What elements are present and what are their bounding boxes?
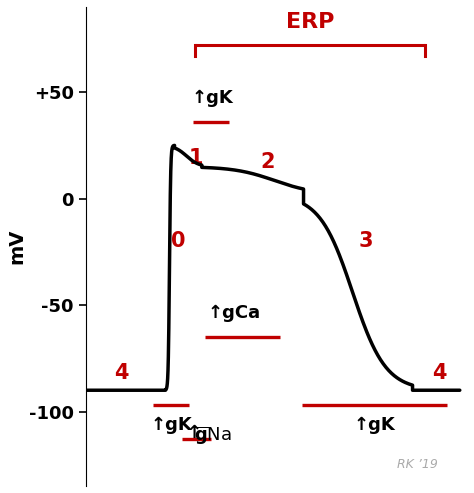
Text: 2: 2 bbox=[260, 152, 274, 173]
Text: 0: 0 bbox=[171, 231, 185, 251]
Text: ↑: ↑ bbox=[187, 424, 201, 442]
Text: RK ’19: RK ’19 bbox=[397, 458, 438, 471]
Text: ↑gK: ↑gK bbox=[192, 89, 234, 107]
Text: 4: 4 bbox=[115, 363, 129, 383]
Text: ↑gK: ↑gK bbox=[354, 416, 395, 434]
Text: ↑gK: ↑gK bbox=[150, 416, 192, 434]
Text: ↑gCa: ↑gCa bbox=[207, 304, 260, 322]
Text: 4: 4 bbox=[433, 363, 447, 383]
Text: $\mathbf{\overline{g}}$Na: $\mathbf{\overline{g}}$Na bbox=[194, 424, 232, 446]
Text: ERP: ERP bbox=[285, 12, 334, 33]
Text: 3: 3 bbox=[358, 231, 373, 251]
Y-axis label: mV: mV bbox=[7, 229, 26, 264]
Text: 1: 1 bbox=[189, 148, 204, 168]
